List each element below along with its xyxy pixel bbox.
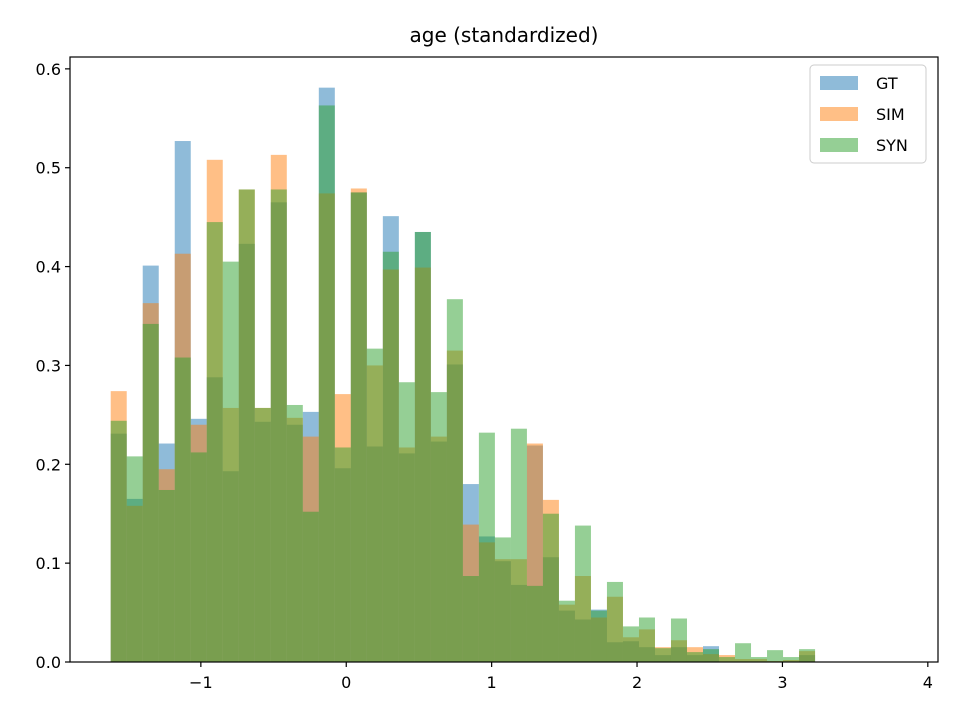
x-tick-label: 3 bbox=[777, 673, 787, 692]
bar-syn-12 bbox=[302, 511, 319, 662]
y-tick-label: 0.4 bbox=[36, 258, 61, 277]
series-syn bbox=[110, 105, 816, 663]
x-tick-label: −1 bbox=[189, 673, 213, 692]
bar-syn-18 bbox=[398, 382, 415, 662]
legend-swatch-sim bbox=[820, 107, 858, 121]
axes-layer: −1 0 1 2 3 4 0.0 0.1 0.2 0.3 0.4 0.5 0.6 bbox=[36, 56, 939, 692]
bar-syn-19 bbox=[414, 231, 431, 663]
y-tick-label: 0.0 bbox=[36, 653, 61, 672]
bar-syn-5 bbox=[190, 452, 207, 662]
bar-syn-7 bbox=[222, 261, 239, 662]
bar-syn-40 bbox=[751, 657, 768, 662]
bar-syn-17 bbox=[382, 251, 399, 662]
bar-syn-30 bbox=[590, 610, 607, 662]
plot-frame bbox=[69, 56, 939, 663]
x-tick-label: 0 bbox=[341, 673, 351, 692]
legend-swatch-gt bbox=[820, 76, 858, 90]
legend: GT SIM SYN bbox=[809, 64, 927, 164]
bar-syn-37 bbox=[703, 649, 720, 662]
legend-label-gt: GT bbox=[876, 74, 898, 93]
bar-syn-26 bbox=[526, 585, 543, 662]
bar-syn-41 bbox=[767, 650, 784, 662]
bar-syn-2 bbox=[142, 323, 159, 662]
bar-syn-27 bbox=[542, 513, 559, 662]
y-tick-label: 0.6 bbox=[36, 60, 61, 79]
bar-syn-24 bbox=[494, 537, 511, 662]
bar-syn-3 bbox=[158, 489, 175, 662]
bar-syn-29 bbox=[574, 525, 591, 662]
bar-syn-36 bbox=[686, 652, 703, 662]
y-tick-label: 0.3 bbox=[36, 356, 61, 375]
legend-label-syn: SYN bbox=[876, 136, 908, 155]
bar-syn-6 bbox=[206, 222, 223, 662]
legend-swatch-syn bbox=[820, 138, 858, 152]
bar-syn-11 bbox=[286, 404, 303, 662]
y-tick-label: 0.1 bbox=[36, 554, 61, 573]
bar-syn-34 bbox=[654, 648, 671, 662]
bar-syn-9 bbox=[254, 407, 271, 662]
bar-syn-42 bbox=[783, 657, 800, 662]
bar-syn-39 bbox=[735, 643, 752, 662]
bar-syn-32 bbox=[622, 626, 639, 662]
bar-syn-33 bbox=[638, 617, 655, 662]
bar-syn-28 bbox=[558, 600, 575, 662]
bar-syn-15 bbox=[350, 192, 367, 662]
bar-syn-14 bbox=[334, 447, 351, 662]
bar-syn-1 bbox=[126, 456, 143, 662]
bar-syn-4 bbox=[174, 357, 191, 662]
x-tick-label: 2 bbox=[632, 673, 642, 692]
x-tick-label: 4 bbox=[923, 673, 933, 692]
bar-syn-16 bbox=[366, 348, 383, 662]
bar-syn-43 bbox=[799, 649, 816, 662]
chart-title: age (standardized) bbox=[410, 23, 599, 47]
bar-syn-23 bbox=[478, 432, 495, 662]
bars-layer bbox=[110, 87, 816, 663]
bar-syn-10 bbox=[270, 189, 287, 662]
y-tick-label: 0.2 bbox=[36, 455, 61, 474]
bar-syn-22 bbox=[462, 576, 479, 662]
bar-syn-0 bbox=[110, 420, 127, 662]
x-tick-label: 1 bbox=[487, 673, 497, 692]
bar-syn-31 bbox=[606, 581, 623, 662]
bar-syn-13 bbox=[318, 105, 335, 662]
bar-syn-25 bbox=[510, 428, 527, 662]
y-tick-label: 0.5 bbox=[36, 159, 61, 178]
legend-label-sim: SIM bbox=[876, 105, 905, 124]
bar-syn-21 bbox=[446, 299, 463, 662]
bar-syn-20 bbox=[430, 392, 447, 662]
bar-syn-8 bbox=[238, 189, 255, 662]
bar-syn-35 bbox=[670, 618, 687, 662]
bar-syn-38 bbox=[719, 657, 736, 662]
